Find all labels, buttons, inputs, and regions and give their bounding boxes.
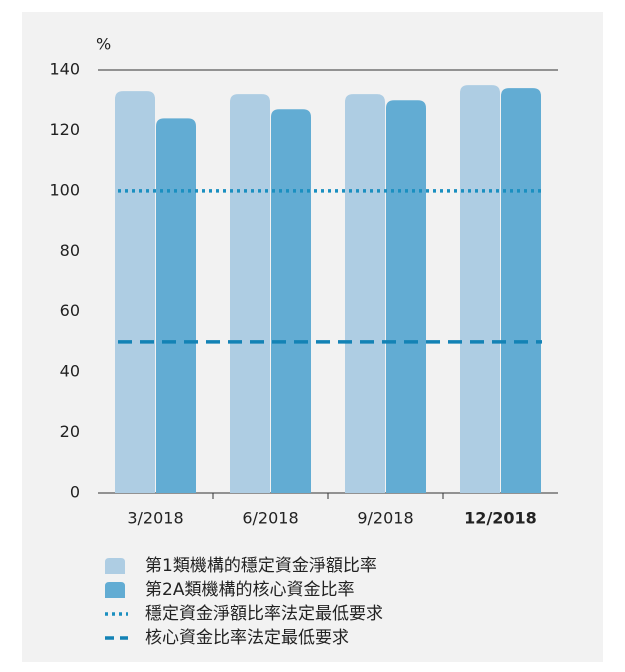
legend-swatch [105, 582, 125, 598]
legend-label: 核心資金比率法定最低要求 [145, 628, 349, 648]
y-tick-label: 0 [70, 483, 80, 502]
x-tick-label: 3/2018 [127, 509, 183, 528]
bar [156, 118, 196, 493]
y-tick-label: 100 [49, 180, 80, 199]
y-tick-label: 140 [49, 60, 80, 79]
y-tick-label: 20 [60, 422, 80, 441]
bar [386, 100, 426, 493]
bar [230, 94, 270, 494]
y-tick-label: 80 [60, 241, 80, 260]
bar [501, 88, 541, 493]
bar [115, 91, 155, 494]
legend-label: 第1類機構的穩定資金淨額比率 [145, 556, 377, 576]
x-tick-label: 6/2018 [242, 509, 298, 528]
y-tick-label: 40 [60, 362, 80, 381]
legend-label: 第2A類機構的核心資金比率 [145, 580, 354, 600]
bar [345, 94, 385, 494]
y-tick-label: 60 [60, 301, 80, 320]
y-tick-label: 120 [49, 120, 80, 139]
legend-swatch [105, 558, 125, 574]
bar [271, 109, 311, 494]
x-tick-label: 12/2018 [464, 509, 537, 528]
y-unit: % [96, 35, 111, 54]
bar [460, 85, 500, 493]
legend-label: 穩定資金淨額比率法定最低要求 [145, 604, 383, 624]
x-tick-label: 9/2018 [357, 509, 413, 528]
